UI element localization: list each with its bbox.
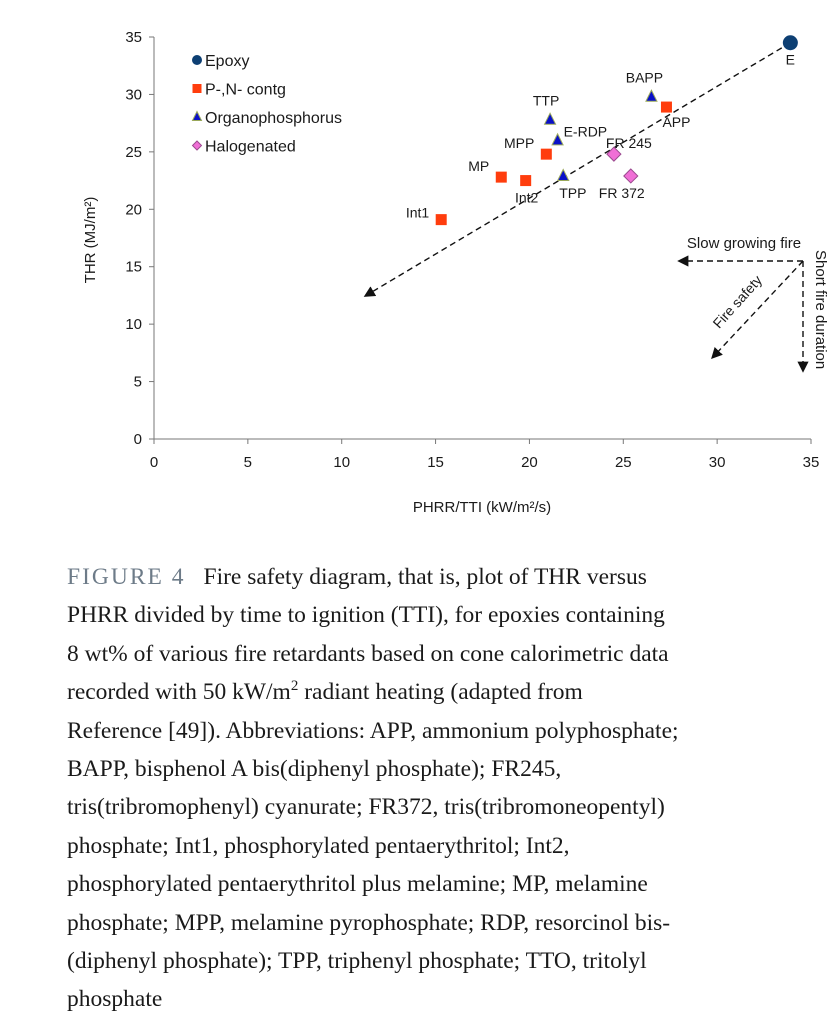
data-label: TTP (533, 93, 559, 109)
data-point-fr-372 (623, 168, 639, 184)
figure-caption: FIGURE 4 Fire safety diagram, that is, pl… (67, 558, 836, 1019)
data-point-int2 (520, 175, 532, 187)
data-label: APP (662, 114, 690, 130)
legend-circle-icon (192, 55, 202, 65)
y-tick-label: 15 (125, 259, 142, 276)
y-tick-label: 0 (134, 431, 142, 448)
legend-entry: Organophosphorus (205, 110, 342, 127)
y-tick-label: 30 (125, 86, 142, 103)
data-label: FR 372 (599, 185, 645, 201)
fire-safety-arrow (711, 260, 804, 360)
slow-growing-label: Slow growing fire (687, 235, 801, 252)
x-tick-label: 35 (803, 454, 820, 471)
x-tick-label: 20 (521, 454, 538, 471)
legend-entry: P-,N- contg (205, 82, 286, 99)
y-tick-label: 25 (125, 144, 142, 161)
data-point-mp (495, 171, 507, 183)
caption-line: BAPP, bisphenol A bis(diphenyl phosphate… (67, 756, 562, 783)
data-label: E-RDP (564, 123, 608, 139)
caption-line: radiant heating (adapted from (298, 679, 583, 706)
data-point-mpp (540, 148, 552, 160)
x-axis-label: PHRR/TTI (kW/m²/s) (413, 499, 551, 516)
legend-triangle-icon (191, 110, 203, 121)
legend-square-icon (192, 84, 202, 93)
data-label: MPP (504, 135, 534, 151)
fire-safety-label: Fire safety (709, 272, 765, 331)
data-label: BAPP (626, 70, 663, 86)
data-point-bapp (645, 89, 658, 102)
data-point-e-rdp (551, 132, 564, 146)
caption-line: (diphenyl phosphate); TPP, triphenyl pho… (67, 948, 647, 975)
data-point-tpp (556, 168, 570, 181)
caption-line: tris(tribromophenyl) cyanurate; FR372, t… (67, 794, 665, 821)
trend-line-arrow (363, 42, 791, 297)
y-tick-label: 10 (125, 316, 142, 333)
data-point-fr-245 (606, 146, 622, 162)
caption-line: phosphate (67, 986, 163, 1013)
legend-diamond-icon (191, 140, 203, 151)
x-tick-label: 10 (333, 454, 350, 471)
x-tick-label: 0 (150, 454, 158, 471)
data-label: MP (468, 158, 489, 174)
caption-line: Reference [49]). Abbreviations: APP, amm… (67, 717, 679, 744)
caption-line: PHRR divided by time to ignition (TTI), … (67, 602, 665, 629)
caption-line: Fire safety diagram, that is, plot of TH… (203, 564, 647, 590)
caption-line: phosphate; Int1, phosphorylated pentaery… (67, 832, 570, 859)
legend-entry: Epoxy (205, 53, 249, 70)
y-tick-label: 5 (134, 374, 142, 391)
data-point-e (782, 35, 798, 51)
caption-line: phosphate; MPP, melamine pyrophosphate; … (67, 909, 671, 936)
data-point-app (660, 101, 672, 113)
short-duration-label: Short fire duration (812, 250, 829, 369)
caption-line: recorded with 50 kW/m (67, 679, 291, 706)
y-axis-label: THR (MJ/m²) (82, 197, 99, 284)
data-label: FR 245 (606, 135, 652, 151)
x-tick-label: 15 (427, 454, 444, 471)
data-label: Int1 (406, 205, 430, 221)
data-point-ttp (543, 112, 557, 125)
data-label: TPP (559, 185, 586, 201)
caption-line: phosphorylated pentaerythritol plus mela… (67, 871, 648, 898)
x-tick-label: 25 (615, 454, 632, 471)
y-tick-label: 35 (125, 29, 142, 46)
x-tick-label: 30 (709, 454, 726, 471)
data-point-int1 (435, 214, 447, 226)
fire-safety-chart: 0 5 10 15 20 25 30 35 0 5 10 15 20 25 30 35 Slow growin… (82, 29, 829, 516)
data-label: E (786, 52, 795, 68)
superscript: 2 (290, 678, 299, 695)
legend-entry: Halogenated (205, 139, 296, 156)
data-label: Int2 (515, 190, 539, 206)
x-tick-label: 5 (244, 454, 252, 471)
y-tick-label: 20 (125, 201, 142, 218)
caption-line: 8 wt% of various fire retardants based o… (67, 640, 669, 667)
figure-label: FIGURE 4 (67, 564, 186, 590)
